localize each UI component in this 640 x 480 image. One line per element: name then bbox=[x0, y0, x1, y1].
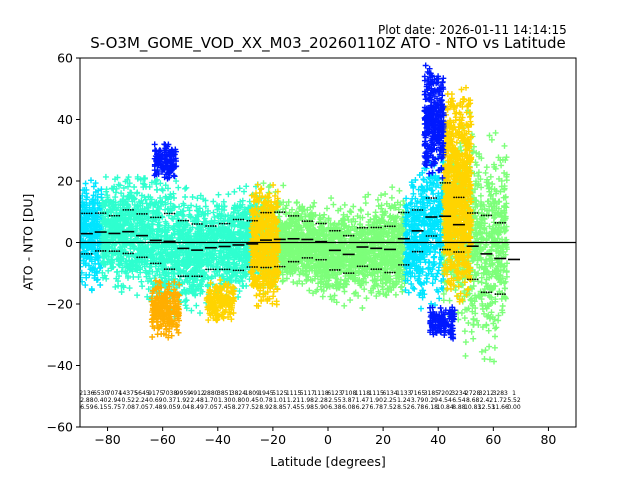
scatter-point bbox=[108, 253, 115, 260]
scatter-point bbox=[231, 188, 238, 195]
scatter-point bbox=[145, 286, 152, 293]
scatter-point bbox=[86, 255, 93, 262]
scatter-point bbox=[225, 191, 232, 198]
scatter-point bbox=[80, 219, 87, 226]
scatter-point bbox=[220, 198, 227, 205]
scatter-point bbox=[85, 244, 92, 250]
scatter-point bbox=[92, 250, 98, 257]
scatter-point bbox=[80, 187, 86, 194]
scatter-point bbox=[210, 198, 217, 205]
scatter-point bbox=[84, 215, 91, 222]
scatter-point bbox=[80, 269, 85, 276]
scatter-point bbox=[82, 261, 89, 268]
scatter-point bbox=[194, 195, 201, 202]
scatter-point bbox=[82, 180, 89, 187]
scatter-point bbox=[90, 183, 97, 190]
scatter-points bbox=[80, 62, 510, 365]
scatter-point bbox=[92, 189, 99, 195]
scatter-point bbox=[80, 254, 87, 260]
scatter-point bbox=[126, 180, 133, 187]
scatter-point bbox=[137, 176, 144, 183]
scatter-point bbox=[96, 265, 103, 272]
scatter-point bbox=[103, 275, 110, 282]
scatter-point bbox=[88, 246, 95, 253]
scatter-point bbox=[86, 271, 93, 278]
scatter-point bbox=[208, 273, 215, 280]
scatter-point bbox=[90, 201, 97, 208]
scatter-point bbox=[94, 255, 101, 262]
scatter-point bbox=[82, 206, 89, 213]
scatter-point bbox=[91, 212, 98, 219]
scatter-point bbox=[92, 180, 99, 187]
scatter-point bbox=[87, 236, 94, 243]
scatter-point bbox=[97, 282, 104, 288]
scatter-point bbox=[92, 260, 99, 267]
scatter-point bbox=[81, 224, 87, 231]
scatter-point bbox=[80, 203, 84, 210]
scatter-point bbox=[90, 192, 97, 199]
scatter-point bbox=[90, 223, 97, 229]
scatter-point bbox=[126, 285, 133, 292]
scatter-point bbox=[89, 196, 96, 203]
scatter-point bbox=[94, 216, 101, 223]
scatter-point bbox=[189, 194, 196, 200]
scatter-point bbox=[88, 177, 94, 184]
scatter-point bbox=[84, 194, 91, 201]
scatter-point bbox=[98, 186, 105, 193]
scatter-point bbox=[83, 202, 90, 209]
scatter-point bbox=[173, 178, 180, 185]
scatter-point bbox=[94, 276, 101, 283]
scatter-point bbox=[135, 274, 142, 280]
scatter-point bbox=[80, 231, 87, 238]
scatter-point bbox=[159, 187, 166, 194]
scatter-point bbox=[80, 211, 84, 218]
scatter-point bbox=[83, 190, 90, 197]
scatter-point bbox=[82, 282, 89, 289]
scatter-point bbox=[94, 193, 101, 200]
scatter-point bbox=[182, 185, 189, 192]
scatter-point bbox=[93, 268, 100, 275]
scatter-point bbox=[98, 194, 105, 201]
scatter-point bbox=[183, 184, 190, 191]
scatter-point bbox=[188, 202, 195, 209]
scatter-point bbox=[90, 208, 96, 215]
scatter-point bbox=[80, 238, 86, 245]
scatter-point bbox=[183, 305, 190, 312]
scatter-point bbox=[154, 186, 161, 193]
scatter-point bbox=[88, 287, 95, 294]
scatter-point bbox=[81, 257, 87, 264]
scatter-point bbox=[88, 216, 95, 223]
